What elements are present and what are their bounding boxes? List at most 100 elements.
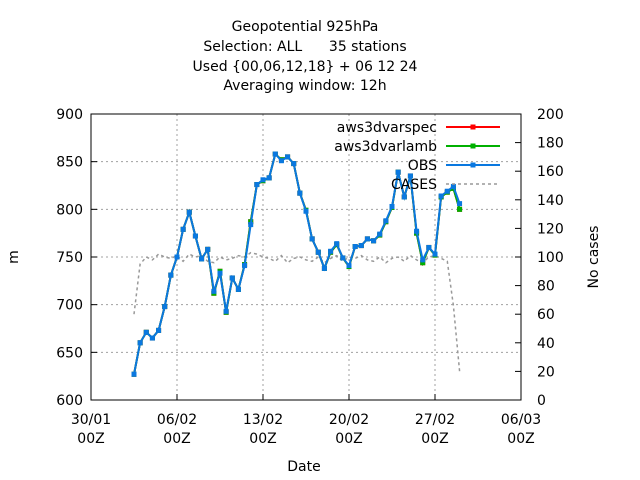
y2-tick-label: 60 xyxy=(537,307,555,323)
y2-tick-label: 20 xyxy=(537,364,555,380)
x-tick-label-date: 13/02 xyxy=(243,412,283,428)
data-point-OBS xyxy=(248,222,254,228)
series-OBS xyxy=(131,151,463,377)
data-point-OBS xyxy=(328,248,334,254)
series-layer xyxy=(131,151,463,377)
data-point-OBS xyxy=(291,161,297,167)
data-point-OBS xyxy=(223,308,229,314)
x-tick-label-date: 27/02 xyxy=(415,412,455,428)
data-point-OBS xyxy=(137,340,143,346)
x-tick-label-hour: 00Z xyxy=(77,431,104,447)
data-point-OBS xyxy=(358,243,364,249)
data-point-OBS xyxy=(426,244,432,250)
x-tick-label-hour: 00Z xyxy=(421,431,448,447)
legend-label-CASES: CASES xyxy=(391,177,437,193)
y-axis-label: m xyxy=(6,250,22,264)
data-point-OBS xyxy=(309,236,315,242)
data-point-OBS xyxy=(205,246,211,252)
data-point-OBS xyxy=(303,208,309,214)
x-tick-label-date: 06/03 xyxy=(501,412,541,428)
series-line-OBS xyxy=(133,151,461,375)
data-point-OBS xyxy=(131,371,137,377)
data-point-OBS xyxy=(389,203,395,209)
x-tick-label-hour: 00Z xyxy=(507,431,534,447)
data-point-OBS xyxy=(272,151,278,157)
y2-axis-label: No cases xyxy=(586,226,602,289)
data-point-OBS xyxy=(162,304,168,310)
y-tick-label: 600 xyxy=(56,393,83,409)
y-tick-label: 700 xyxy=(56,298,83,314)
data-point-OBS xyxy=(364,236,370,242)
x-tick-label-hour: 00Z xyxy=(163,431,190,447)
grid xyxy=(91,114,521,400)
y2-tick-label: 120 xyxy=(537,221,564,237)
data-point-OBS xyxy=(444,188,450,194)
data-point-OBS xyxy=(235,286,241,292)
x-tick-label-hour: 00Z xyxy=(249,431,276,447)
data-point-OBS xyxy=(143,329,149,335)
x-tick-label-date: 06/02 xyxy=(157,412,197,428)
series-CASES xyxy=(133,251,461,372)
legend: aws3dvarspec aws3dvarlamb OBS CASES xyxy=(334,120,500,193)
legend-label-OBS: OBS xyxy=(408,158,437,174)
data-point-OBS xyxy=(174,254,180,260)
data-point-OBS xyxy=(186,209,192,215)
data-point-aws3dvarlamb xyxy=(420,260,426,266)
data-point-OBS xyxy=(278,158,284,164)
data-point-OBS xyxy=(297,190,303,196)
data-point-OBS xyxy=(346,263,352,269)
y2-tick-label: 40 xyxy=(537,336,555,352)
y2-tick-label: 160 xyxy=(537,164,564,180)
x-tick-label-hour: 00Z xyxy=(335,431,362,447)
legend-label-aws3dvarspec: aws3dvarspec xyxy=(337,120,437,136)
data-point-OBS xyxy=(180,226,186,232)
data-point-OBS xyxy=(457,201,463,207)
y2-tick-label: 140 xyxy=(537,193,564,209)
data-point-OBS xyxy=(407,173,413,179)
data-point-OBS xyxy=(438,193,444,199)
series-line-CASES xyxy=(133,251,461,372)
y-tick-label: 750 xyxy=(56,250,83,266)
data-point-OBS xyxy=(168,272,174,278)
legend-label-aws3dvarlamb: aws3dvarlamb xyxy=(334,139,437,155)
data-point-OBS xyxy=(242,263,248,269)
legend-marker-OBS xyxy=(470,162,476,168)
data-point-OBS xyxy=(371,238,377,244)
data-point-OBS xyxy=(432,251,438,257)
data-point-OBS xyxy=(192,233,198,239)
data-point-OBS xyxy=(401,194,407,200)
y2-tick-label: 80 xyxy=(537,279,555,295)
y-tick-label: 850 xyxy=(56,155,83,171)
data-point-OBS xyxy=(340,255,346,261)
data-point-OBS xyxy=(315,249,321,255)
data-point-OBS xyxy=(383,218,389,224)
plot-frame xyxy=(90,113,522,401)
data-point-OBS xyxy=(450,183,456,189)
y2-tick-label: 0 xyxy=(537,393,546,409)
chart-title-line-3: Used {00,06,12,18} + 06 12 24 xyxy=(193,59,418,75)
y-tick-label: 800 xyxy=(56,202,83,218)
x-tick-label-date: 30/01 xyxy=(71,412,111,428)
data-point-OBS xyxy=(260,177,266,183)
data-point-OBS xyxy=(377,231,383,237)
data-point-OBS xyxy=(321,265,327,271)
x-axis-label: Date xyxy=(287,459,320,475)
data-point-OBS xyxy=(352,244,358,250)
legend-marker-aws3dvarlamb xyxy=(470,143,476,149)
y2-tick-label: 100 xyxy=(537,250,564,266)
y2-tick-label: 180 xyxy=(537,136,564,152)
chart-title-line-1: Geopotential 925hPa xyxy=(232,19,379,35)
data-point-OBS xyxy=(217,270,223,276)
y-tick-label: 900 xyxy=(56,107,83,123)
data-point-OBS xyxy=(229,275,235,281)
data-point-OBS xyxy=(420,257,426,263)
ticks: 600 650 700 750 800 850 900 0 20 40 60 80 100 120 140 1… xyxy=(56,107,563,447)
y2-tick-label: 200 xyxy=(537,107,564,123)
legend-marker-aws3dvarspec xyxy=(470,124,476,130)
data-point-OBS xyxy=(149,335,155,341)
data-point-OBS xyxy=(334,241,340,247)
data-point-OBS xyxy=(199,256,205,262)
data-point-OBS xyxy=(285,154,291,160)
data-point-OBS xyxy=(395,169,401,175)
